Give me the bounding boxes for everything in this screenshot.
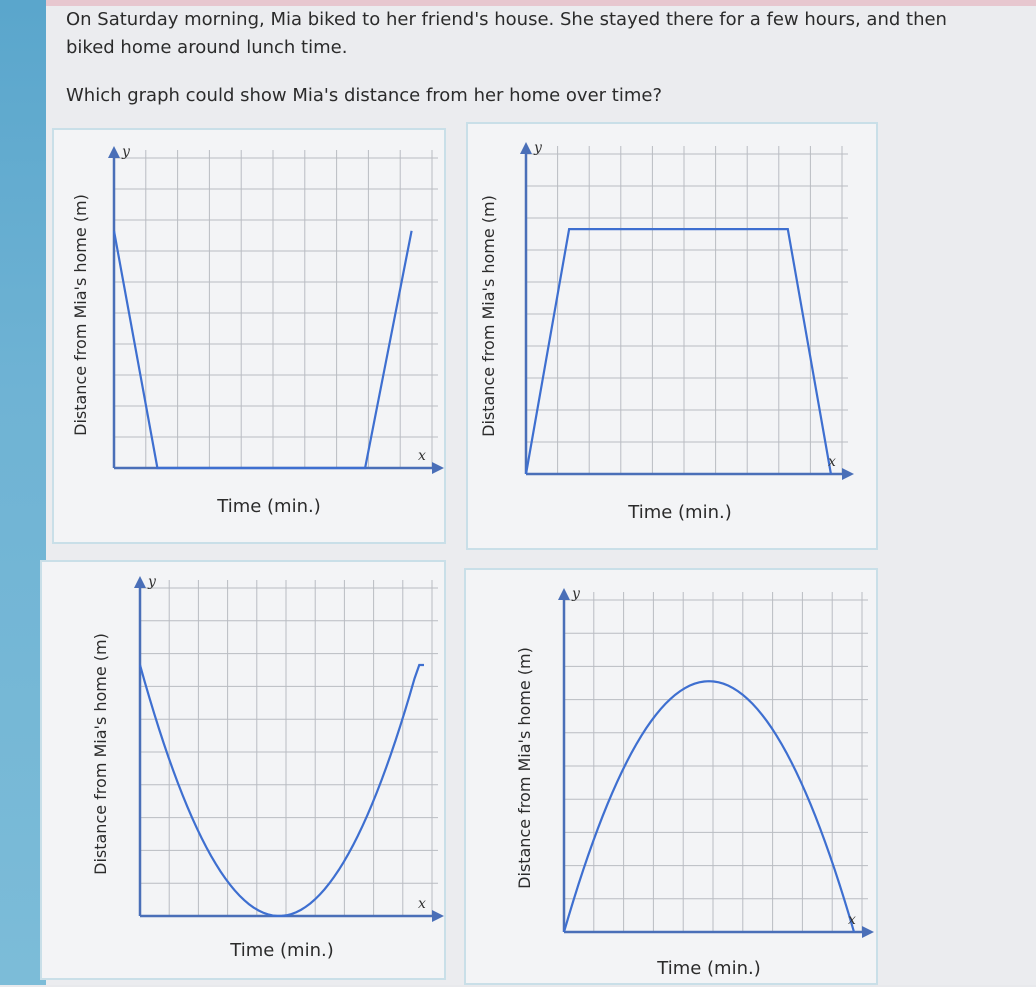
choice-d-x-axis-letter: x bbox=[848, 912, 856, 928]
choice-a-graph: y x Distance from Mia's home (m) Time (m… bbox=[71, 144, 444, 517]
x-arrow-icon bbox=[862, 926, 874, 938]
question-text: On Saturday morning, Mia biked to her fr… bbox=[66, 9, 947, 58]
choice-c-axes bbox=[134, 576, 444, 922]
choice-b-y-axis-letter: y bbox=[533, 140, 543, 156]
choice-d-axes bbox=[558, 588, 874, 938]
choice-c-grid bbox=[140, 580, 438, 916]
choice-a-card[interactable]: y x Distance from Mia's home (m) Time (m… bbox=[52, 128, 446, 544]
choice-a-axes bbox=[108, 146, 444, 474]
choice-c-curve bbox=[138, 663, 424, 918]
choice-a-y-axis-letter: y bbox=[121, 144, 131, 160]
choice-a-y-label: Distance from Mia's home (m) bbox=[71, 194, 90, 436]
choice-d-x-label: Time (min.) bbox=[656, 958, 760, 979]
choice-b-x-axis-letter: x bbox=[828, 454, 836, 470]
question-area: On Saturday morning, Mia biked to her fr… bbox=[40, 0, 1036, 985]
choice-d-card[interactable]: y x Distance from Mia's home (m) Time (m… bbox=[464, 568, 878, 985]
choice-d-curve bbox=[562, 680, 856, 933]
x-arrow-icon bbox=[432, 910, 444, 922]
choice-c-graph: y x Distance from Mia's home (m) Time (m… bbox=[91, 574, 444, 961]
choice-b-curve bbox=[524, 228, 833, 475]
choice-d-grid bbox=[564, 592, 868, 932]
choice-c-y-label: Distance from Mia's home (m) bbox=[91, 633, 110, 875]
y-arrow-icon bbox=[108, 146, 120, 158]
choice-c-y-axis-letter: y bbox=[147, 574, 157, 590]
choice-b-grid bbox=[526, 146, 848, 474]
top-band bbox=[46, 0, 1036, 6]
choice-c-card[interactable]: y x Distance from Mia's home (m) Time (m… bbox=[40, 560, 446, 980]
choice-c-x-label: Time (min.) bbox=[229, 940, 333, 961]
y-arrow-icon bbox=[520, 142, 532, 154]
x-arrow-icon bbox=[842, 468, 854, 480]
y-arrow-icon bbox=[134, 576, 146, 588]
choice-a-grid bbox=[114, 150, 438, 468]
choice-a-curve bbox=[112, 230, 413, 470]
y-arrow-icon bbox=[558, 588, 570, 600]
choice-a-x-axis-letter: x bbox=[418, 448, 426, 464]
left-sidebar-strip bbox=[0, 0, 46, 985]
choice-b-axes bbox=[520, 142, 854, 480]
choice-b-graph: y x Distance from Mia's home (m) Time (m… bbox=[479, 140, 854, 523]
choice-b-y-label: Distance from Mia's home (m) bbox=[479, 195, 498, 437]
x-arrow-icon bbox=[432, 462, 444, 474]
choice-b-card[interactable]: y x Distance from Mia's home (m) Time (m… bbox=[466, 122, 878, 550]
choice-d-y-label: Distance from Mia's home (m) bbox=[515, 647, 534, 889]
choice-d-graph: y x Distance from Mia's home (m) Time (m… bbox=[515, 586, 874, 979]
choice-d-y-axis-letter: y bbox=[571, 586, 581, 602]
choice-a-x-label: Time (min.) bbox=[216, 496, 320, 517]
choice-c-x-axis-letter: x bbox=[418, 896, 426, 912]
question-prompt: Which graph could show Mia's distance fr… bbox=[66, 85, 663, 106]
choice-b-x-label: Time (min.) bbox=[627, 502, 731, 523]
